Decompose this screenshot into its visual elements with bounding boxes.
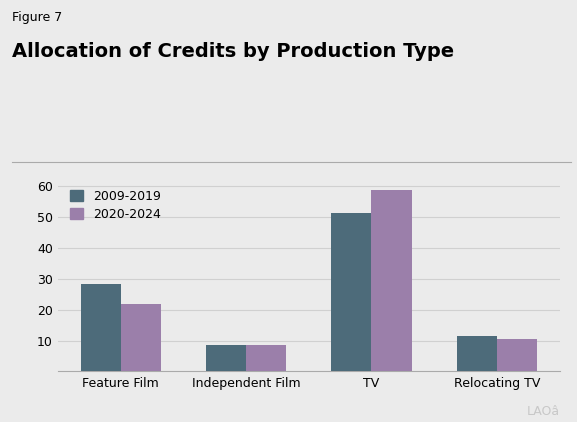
Bar (81, 284, 121, 371)
Bar (206, 345, 246, 371)
Text: Allocation of Credits by Production Type: Allocation of Credits by Production Type (12, 42, 454, 61)
Bar (456, 336, 497, 371)
Bar (246, 344, 286, 371)
Bar (497, 339, 537, 371)
Bar (331, 213, 372, 371)
Text: Figure 7: Figure 7 (12, 11, 62, 24)
Bar (121, 303, 161, 371)
Text: LAOâ: LAOâ (527, 405, 560, 418)
Bar (372, 189, 411, 371)
Legend: 2009-2019, 2020-2024: 2009-2019, 2020-2024 (64, 184, 167, 227)
